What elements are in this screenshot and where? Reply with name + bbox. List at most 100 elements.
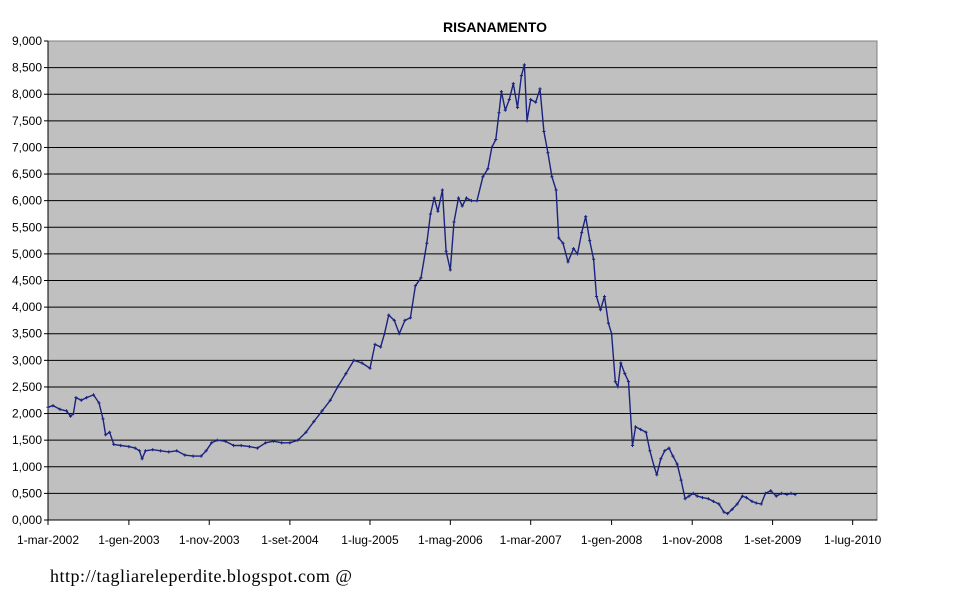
data-point [101,417,105,421]
data-point [497,111,501,115]
y-tick-label: 6,500 [12,167,42,181]
data-point [726,512,730,516]
x-tick-label: 1-mar-2002 [17,533,79,547]
data-point [507,97,511,102]
data-point [515,105,520,110]
data-point [167,450,171,454]
data-point [288,441,292,445]
data-point [432,196,436,200]
data-point [137,449,142,453]
y-tick-label: 4,500 [12,274,42,288]
data-point [71,412,75,416]
data-point [143,449,148,453]
data-point [740,494,744,498]
data-point [534,100,538,104]
data-point [408,316,412,320]
data-point [440,188,444,192]
data-point [469,199,474,203]
data-point [571,247,576,251]
data-point [763,491,767,495]
data-point [711,499,715,503]
chart-title: RISANAMENTO [443,19,547,35]
data-point [616,385,620,389]
data-point [683,497,687,501]
y-tick-label: 2,000 [12,407,42,421]
data-point [663,449,667,453]
y-tick-label: 4,000 [12,300,42,314]
data-point [486,167,490,171]
data-point [610,332,614,336]
data-point [695,494,699,498]
data-point [397,332,401,336]
data-point [425,241,429,245]
data-point [403,318,407,322]
data-point [613,380,617,384]
data-point [494,137,498,142]
data-point [456,196,461,200]
data-point [700,496,705,500]
data-point [247,445,251,449]
y-tick-label: 6,000 [12,194,42,208]
data-point [691,491,695,495]
data-point [550,175,554,179]
data-point [74,396,78,400]
data-point [557,236,561,240]
data-point [561,241,565,245]
y-tick-label: 1,000 [12,460,42,474]
y-tick-label: 8,000 [12,87,42,101]
data-point [436,209,440,213]
gridlines [48,67,877,494]
x-tick-label: 1-nov-2008 [662,533,723,547]
data-point [538,87,542,91]
y-tick-label: 2,500 [12,380,42,394]
data-point [223,439,227,443]
data-point [594,294,599,299]
x-tick-label: 1-lug-2010 [824,533,882,547]
data-point [626,380,631,384]
data-point [133,446,137,450]
data-point [675,462,679,466]
data-point [780,491,784,495]
x-tick-label: 1-set-2009 [744,533,802,547]
data-point [754,501,758,505]
data-point [584,215,588,219]
data-point [619,361,623,365]
data-point [210,441,214,445]
data-point [159,449,163,453]
data-point [444,249,448,253]
data-point [104,433,108,437]
x-tick-label: 1-nov-2003 [179,533,240,547]
data-point [730,507,734,511]
data-point [789,491,793,495]
data-point [580,231,584,235]
data-point [360,361,364,365]
data-point [793,492,797,497]
y-axis-ticks: 0,000 0,500 1,000 1,500 2,000 2,500 3,000 3,500… [12,34,48,527]
x-tick-label: 1-mar-2007 [500,533,562,547]
data-point [419,276,423,280]
data-point [598,308,603,312]
x-tick-label: 1-gen-2003 [98,533,160,547]
data-point [368,366,372,370]
data-point [448,268,452,272]
data-point [85,396,89,400]
data-point [759,502,763,506]
footer-url: http://tagliareleperdite.blogspot.com @ [50,566,353,586]
data-point [312,419,316,424]
data-point [46,405,50,409]
data-point [460,204,464,208]
data-point [79,398,83,402]
data-point [750,499,754,503]
data-point [344,372,348,376]
data-point [630,443,635,448]
data-point [659,457,663,461]
data-point [264,441,268,445]
y-tick-label: 0,000 [12,513,42,527]
data-point [199,454,203,458]
x-tick-label: 1-set-2004 [261,533,319,547]
data-point [413,284,417,288]
data-point [296,438,300,442]
data-point [255,446,259,450]
data-point [769,489,773,493]
